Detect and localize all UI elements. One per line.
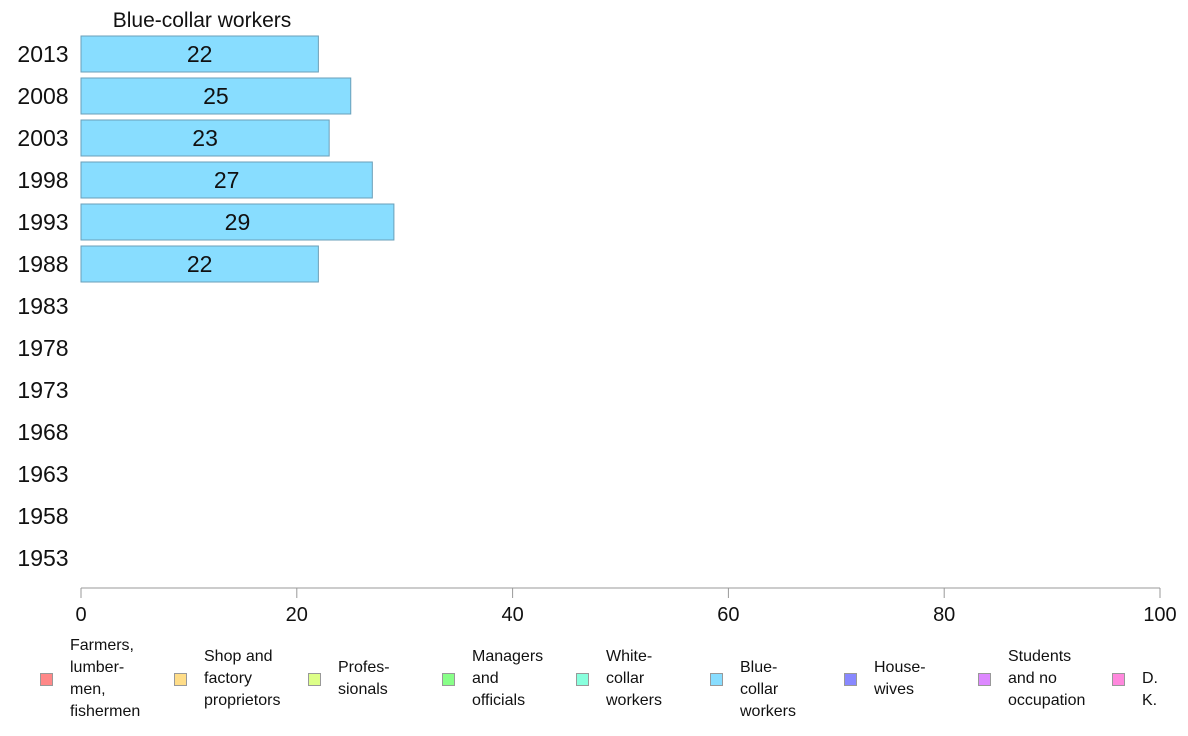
legend-swatch (1112, 673, 1125, 686)
legend-label: White- collar workers (606, 648, 663, 709)
legend-swatch (710, 673, 723, 686)
year-label-1983: 1983 (17, 293, 68, 319)
bar-value-label-1988: 22 (187, 251, 213, 277)
year-label-1993: 1993 (17, 209, 68, 235)
bar-2003 (80, 119, 330, 157)
bar-value-label-2013: 22 (187, 41, 213, 67)
legend-label: Profes- sionals (338, 659, 390, 698)
x-tick-label-20: 20 (286, 604, 308, 626)
legend: Farmers, lumber- men, fishermen Shop and … (0, 637, 1188, 732)
legend-label: Students and no occupation (1008, 648, 1086, 709)
legend-label: Blue-collar workers (740, 659, 797, 720)
bar-1998 (80, 161, 373, 199)
year-label-2003: 2003 (17, 125, 68, 151)
legend-swatch (844, 673, 857, 686)
legend-swatch (308, 673, 321, 686)
chart-title: Blue-collar workers (113, 9, 292, 32)
legend-swatch (442, 673, 455, 686)
bar-1993 (80, 203, 395, 241)
x-tick-label-80: 80 (933, 604, 955, 626)
year-label-1963: 1963 (17, 461, 68, 487)
x-tick-label-60: 60 (717, 604, 739, 626)
year-label-1988: 1988 (17, 251, 68, 277)
year-label-2013: 2013 (17, 41, 68, 67)
legend-label: Farmers, lumber- men, fishermen (70, 637, 141, 720)
legend-label: D. K. (1142, 670, 1158, 709)
year-label-1978: 1978 (17, 335, 68, 361)
legend-swatch (576, 673, 589, 686)
bar-2013 (80, 35, 319, 73)
x-tick-label-40: 40 (501, 604, 523, 626)
bar-1988 (80, 245, 319, 283)
legend-swatch (40, 673, 53, 686)
legend-label: Managers and officials (472, 648, 544, 709)
legend-label: Shop and factory proprietors (204, 648, 281, 709)
bar-value-label-2008: 25 (203, 83, 229, 109)
bar-value-label-1998: 27 (214, 167, 240, 193)
x-tick-label-100: 100 (1143, 604, 1176, 626)
year-label-1953: 1953 (17, 545, 68, 571)
year-label-1968: 1968 (17, 419, 68, 445)
bar-2008 (80, 77, 352, 115)
legend-swatch (978, 673, 991, 686)
year-label-1958: 1958 (17, 503, 68, 529)
bar-value-label-1993: 29 (225, 209, 251, 235)
bar-value-label-2003: 23 (192, 125, 218, 151)
year-label-1998: 1998 (17, 167, 68, 193)
year-label-2008: 2008 (17, 83, 68, 109)
legend-swatch (174, 673, 187, 686)
x-tick-label-0: 0 (75, 604, 86, 626)
year-label-1973: 1973 (17, 377, 68, 403)
legend-label: House- wives (874, 659, 926, 698)
